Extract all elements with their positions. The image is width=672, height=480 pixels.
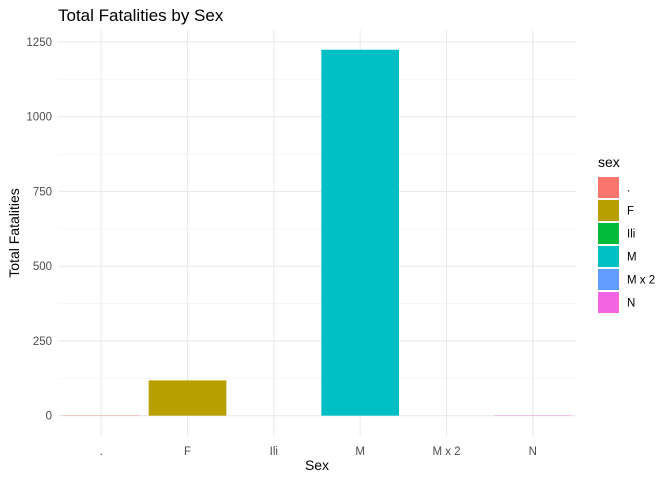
legend: sex . F Ili M M x 2 N — [598, 154, 655, 313]
legend-key — [598, 177, 619, 198]
legend-label: M x 2 — [627, 275, 655, 287]
x-tick-label: M — [355, 446, 365, 458]
legend-key — [598, 292, 619, 313]
x-axis-ticks: . F Ili M M x 2 N — [100, 446, 537, 458]
bars — [62, 49, 572, 416]
legend-key — [598, 269, 619, 290]
chart-title: Total Fatalities by Sex — [58, 6, 224, 25]
legend-label: F — [627, 206, 634, 218]
legend-label: . — [627, 183, 630, 195]
legend-key — [598, 246, 619, 267]
x-tick-label: M x 2 — [432, 446, 460, 458]
y-tick-label: 1000 — [26, 112, 52, 124]
x-tick-label: . — [100, 446, 103, 458]
legend-title: sex — [598, 154, 620, 170]
x-axis-title: Sex — [305, 457, 329, 473]
y-axis-ticks: 0 250 500 750 1000 1250 — [26, 37, 52, 423]
y-tick-label: 250 — [33, 336, 52, 348]
bar-4 — [321, 49, 400, 416]
legend-label: Ili — [627, 229, 635, 241]
legend-key — [598, 200, 619, 221]
legend-label: M — [627, 252, 637, 264]
legend-label: N — [627, 298, 635, 310]
x-tick-label: Ili — [270, 446, 278, 458]
legend-key — [598, 223, 619, 244]
y-tick-label: 750 — [33, 186, 52, 198]
x-tick-label: N — [529, 446, 537, 458]
y-tick-label: 500 — [33, 261, 52, 273]
bar-2 — [148, 380, 227, 416]
y-tick-label: 0 — [46, 411, 52, 423]
x-tick-label: F — [184, 446, 191, 458]
grid — [58, 30, 576, 436]
y-tick-label: 1250 — [26, 37, 52, 49]
y-axis-title: Total Fatalities — [6, 188, 22, 277]
